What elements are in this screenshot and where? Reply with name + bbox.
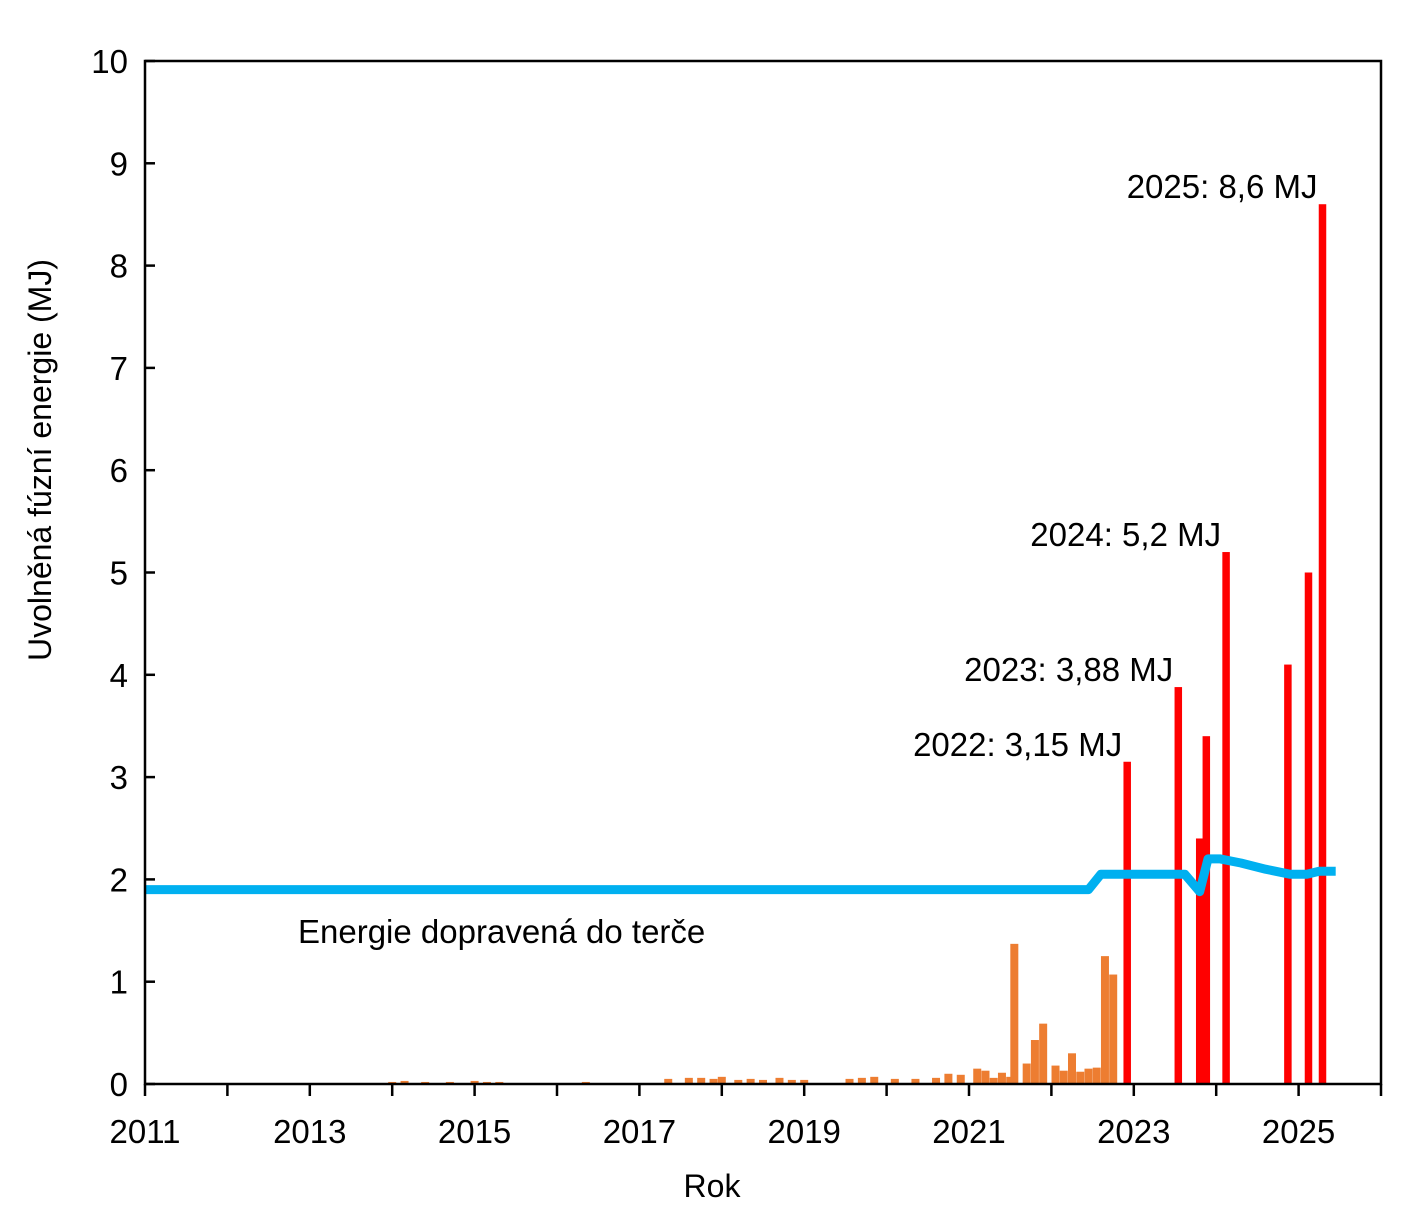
bar-s0-35 <box>1039 1023 1048 1084</box>
bar-s0-32 <box>1010 943 1019 1084</box>
bar-s0-25 <box>944 1073 953 1084</box>
y-axis: 0 1 2 3 4 5 6 7 8 9 10 <box>91 43 155 1103</box>
bar-s0-1 <box>400 1080 409 1084</box>
peak-annotation: 2022: 3,15 MJ <box>913 726 1122 763</box>
x-axis-title: Rok <box>684 1168 742 1204</box>
bar-s0-17 <box>787 1079 796 1084</box>
bar-s0-26 <box>956 1074 965 1084</box>
bar-s0-9 <box>684 1077 693 1084</box>
bar-s1-6 <box>1304 572 1313 1084</box>
bar-s1-3 <box>1202 736 1211 1084</box>
y-tick-label: 0 <box>110 1066 128 1103</box>
bar-s0-20 <box>857 1077 866 1084</box>
bar-s0-12 <box>717 1076 726 1084</box>
y-tick-label: 8 <box>110 248 128 285</box>
bar-s0-31 <box>1006 1076 1015 1084</box>
bar-s0-4 <box>470 1080 479 1084</box>
bar-s0-42 <box>1100 956 1109 1084</box>
bar-s0-15 <box>759 1079 767 1084</box>
x-tick-label: 2013 <box>273 1113 346 1150</box>
x-tick-label: 2025 <box>1262 1113 1335 1150</box>
bar-s0-40 <box>1084 1068 1093 1084</box>
bar-s0-18 <box>800 1079 809 1084</box>
bar-s0-10 <box>697 1077 706 1084</box>
bar-s0-39 <box>1076 1071 1085 1084</box>
x-tick-label: 2019 <box>767 1113 840 1150</box>
bar-s0-11 <box>709 1078 718 1084</box>
y-axis-title: Uvolněná fúzní energie (MJ) <box>22 259 58 661</box>
bar-s1-0 <box>1123 761 1131 1084</box>
bar-s0-37 <box>1059 1070 1068 1084</box>
bar-s0-19 <box>845 1078 854 1084</box>
x-tick-label: 2011 <box>110 1113 181 1150</box>
bar-s0-23 <box>911 1078 920 1084</box>
y-tick-label: 9 <box>110 145 128 182</box>
x-tick-label: 2017 <box>603 1113 676 1150</box>
y-tick-label: 2 <box>110 861 128 898</box>
x-tick-label: 2015 <box>438 1113 511 1150</box>
bar-s1-7 <box>1318 204 1327 1085</box>
peak-annotation: 2025: 8,6 MJ <box>1127 168 1318 205</box>
bar-s0-13 <box>734 1079 743 1084</box>
bar-s0-34 <box>1030 1040 1039 1084</box>
bar-s0-21 <box>870 1076 879 1084</box>
lines-layer <box>145 854 1336 897</box>
bar-s0-41 <box>1092 1067 1101 1084</box>
bar-s0-24 <box>932 1077 941 1084</box>
bar-s1-4 <box>1222 552 1230 1084</box>
y-tick-label: 6 <box>110 452 128 489</box>
peak-annotation: 2024: 5,2 MJ <box>1030 516 1221 553</box>
y-tick-label: 7 <box>110 350 128 387</box>
bar-s0-22 <box>890 1078 899 1084</box>
bar-s0-28 <box>981 1070 990 1084</box>
bar-s0-30 <box>997 1072 1006 1084</box>
x-tick-label: 2023 <box>1097 1113 1170 1150</box>
bar-s1-2 <box>1195 838 1204 1084</box>
y-tick-label: 3 <box>110 759 128 796</box>
y-tick-label: 1 <box>110 964 128 1001</box>
x-tick-label: 2021 <box>932 1113 1005 1150</box>
bar-s0-43 <box>1109 974 1118 1084</box>
annotations-layer: 2022: 3,15 MJ 2023: 3,88 MJ 2024: 5,2 MJ 20… <box>913 168 1317 763</box>
bar-s0-38 <box>1068 1053 1076 1084</box>
bar-s0-27 <box>973 1068 982 1084</box>
bar-s0-33 <box>1022 1063 1031 1084</box>
delivered-energy-line <box>145 854 1336 897</box>
y-tick-label: 5 <box>110 555 128 592</box>
y-tick-label: 10 <box>91 43 128 80</box>
bar-s1-1 <box>1174 687 1183 1084</box>
y-tick-label: 4 <box>110 657 128 694</box>
bar-s0-14 <box>746 1078 755 1084</box>
x-axis: 2011 2013 2015 2017 2019 2021 2023 2025 <box>110 1084 1383 1150</box>
bar-s0-29 <box>989 1077 998 1084</box>
bar-s0-16 <box>775 1077 784 1084</box>
peak-annotation: 2023: 3,88 MJ <box>964 651 1173 688</box>
bar-s0-8 <box>664 1078 673 1084</box>
bar-s0-36 <box>1051 1065 1060 1084</box>
delivered-energy-label: Energie dopravená do terče <box>298 913 705 950</box>
